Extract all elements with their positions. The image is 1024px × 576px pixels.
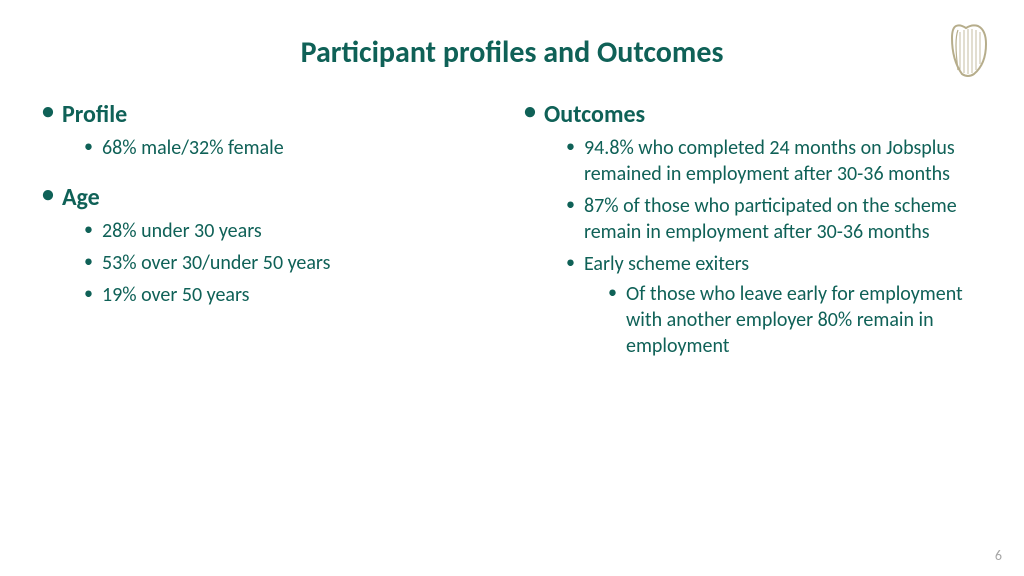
section-profile: Profile 68% male/32% female	[40, 100, 502, 161]
section-outcomes: Outcomes 94.8% who completed 24 months o…	[522, 100, 984, 359]
section-heading: Profile	[40, 100, 502, 129]
content-columns: Profile 68% male/32% female Age 28% unde…	[40, 100, 984, 536]
page-number: 6	[995, 547, 1002, 564]
list-item: 53% over 30/under 50 years	[84, 250, 502, 276]
list-item: 68% male/32% female	[84, 135, 502, 161]
list-item-label: Early scheme exiters	[584, 252, 749, 276]
list-item: Of those who leave early for employment …	[608, 281, 984, 359]
list-item: 94.8% who completed 24 months on Jobsplu…	[566, 135, 984, 187]
slide-title: Participant profiles and Outcomes	[0, 34, 1024, 71]
left-column: Profile 68% male/32% female Age 28% unde…	[40, 100, 502, 536]
section-heading: Outcomes	[522, 100, 984, 129]
section-heading: Age	[40, 183, 502, 212]
list-item: 87% of those who participated on the sch…	[566, 193, 984, 245]
list-item: 19% over 50 years	[84, 282, 502, 308]
list-item: Early scheme exiters Of those who leave …	[566, 251, 984, 359]
section-age: Age 28% under 30 years 53% over 30/under…	[40, 183, 502, 308]
list-item: 28% under 30 years	[84, 218, 502, 244]
harp-icon	[944, 20, 994, 80]
right-column: Outcomes 94.8% who completed 24 months o…	[522, 100, 984, 536]
